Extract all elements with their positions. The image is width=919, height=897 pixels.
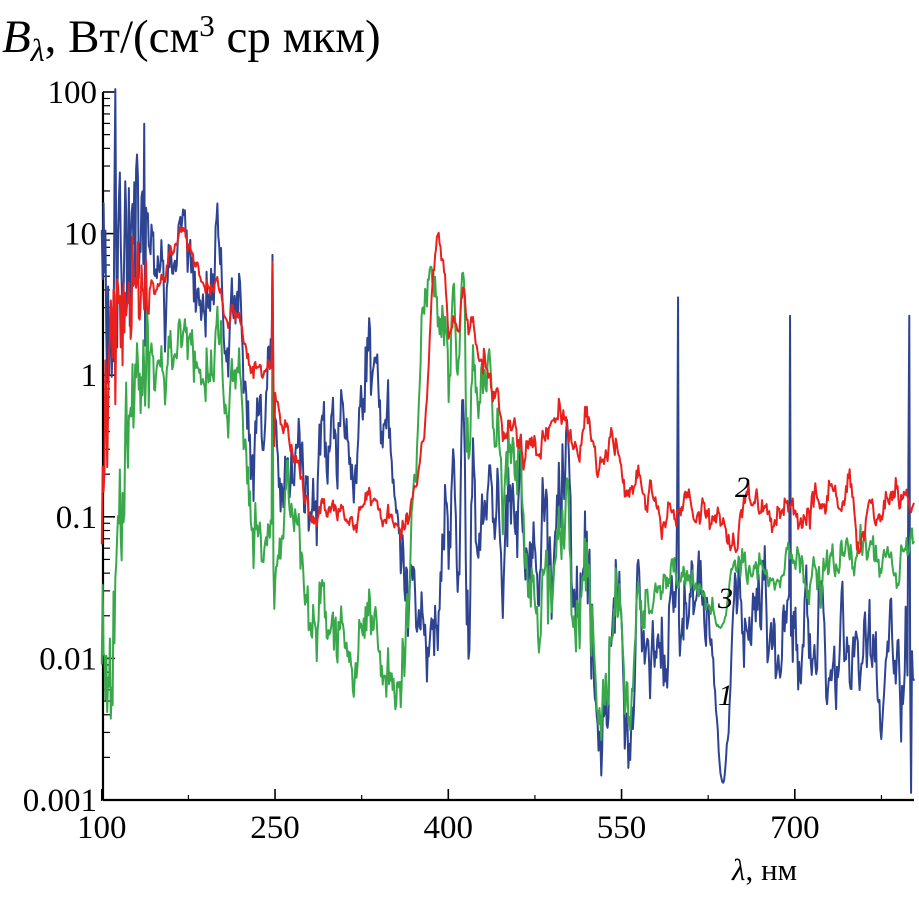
svg-text:0.1: 0.1 (56, 500, 97, 536)
svg-text:3: 3 (717, 582, 733, 615)
svg-text:1: 1 (718, 679, 733, 712)
svg-text:10: 10 (64, 217, 97, 253)
svg-text:λ, нм: λ, нм (731, 852, 797, 887)
svg-text:Bλ, Вт/(см3 ср мкм): Bλ, Вт/(см3 ср мкм) (2, 8, 381, 68)
svg-text:2: 2 (735, 471, 750, 504)
svg-text:1: 1 (81, 358, 98, 394)
svg-text:250: 250 (250, 810, 300, 846)
svg-text:400: 400 (424, 810, 474, 846)
svg-text:550: 550 (597, 810, 647, 846)
svg-text:700: 700 (770, 810, 820, 846)
svg-text:0.01: 0.01 (39, 641, 97, 677)
svg-text:100: 100 (48, 75, 98, 111)
svg-text:100: 100 (77, 810, 127, 846)
